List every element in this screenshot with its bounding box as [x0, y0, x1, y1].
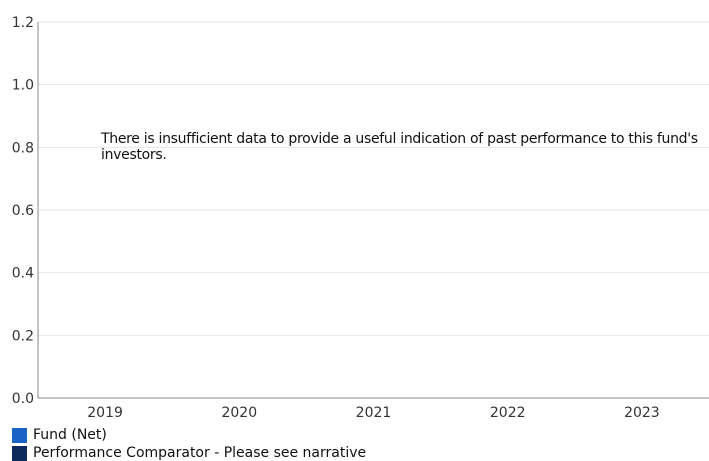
grid-lines	[38, 21, 709, 336]
y-tick-label: 1.0	[12, 78, 34, 94]
x-tick-label: 2021	[356, 405, 392, 421]
x-tick-label: 2019	[87, 405, 123, 421]
x-axis-tick-labels: 2019 2020 2021 2022 2023	[87, 405, 659, 421]
insufficient-data-note: There is insufficient data to provide a …	[101, 131, 698, 163]
x-tick-label: 2023	[624, 405, 660, 421]
legend-swatch-fund	[12, 427, 27, 443]
y-tick-label: 0.4	[12, 266, 34, 282]
y-tick-label: 0.0	[12, 391, 34, 407]
x-tick-label: 2020	[221, 405, 257, 421]
legend-label-fund: Fund (Net)	[33, 427, 107, 443]
y-tick-label: 1.2	[12, 15, 34, 31]
y-tick-label: 0.2	[12, 328, 34, 344]
legend-item-fund: Fund (Net)	[12, 426, 366, 444]
legend: Fund (Net) Performance Comparator - Plea…	[12, 426, 366, 461]
y-axis-tick-labels: 0.0 0.2 0.4 0.6 0.8 1.0 1.2	[12, 15, 34, 407]
x-tick-label: 2022	[490, 405, 526, 421]
legend-swatch-comparator	[12, 445, 27, 461]
y-tick-label: 0.8	[12, 140, 34, 156]
y-tick-label: 0.6	[12, 203, 34, 219]
legend-item-comparator: Performance Comparator - Please see narr…	[12, 444, 366, 461]
axes	[37, 22, 709, 399]
legend-label-comparator: Performance Comparator - Please see narr…	[33, 445, 367, 461]
